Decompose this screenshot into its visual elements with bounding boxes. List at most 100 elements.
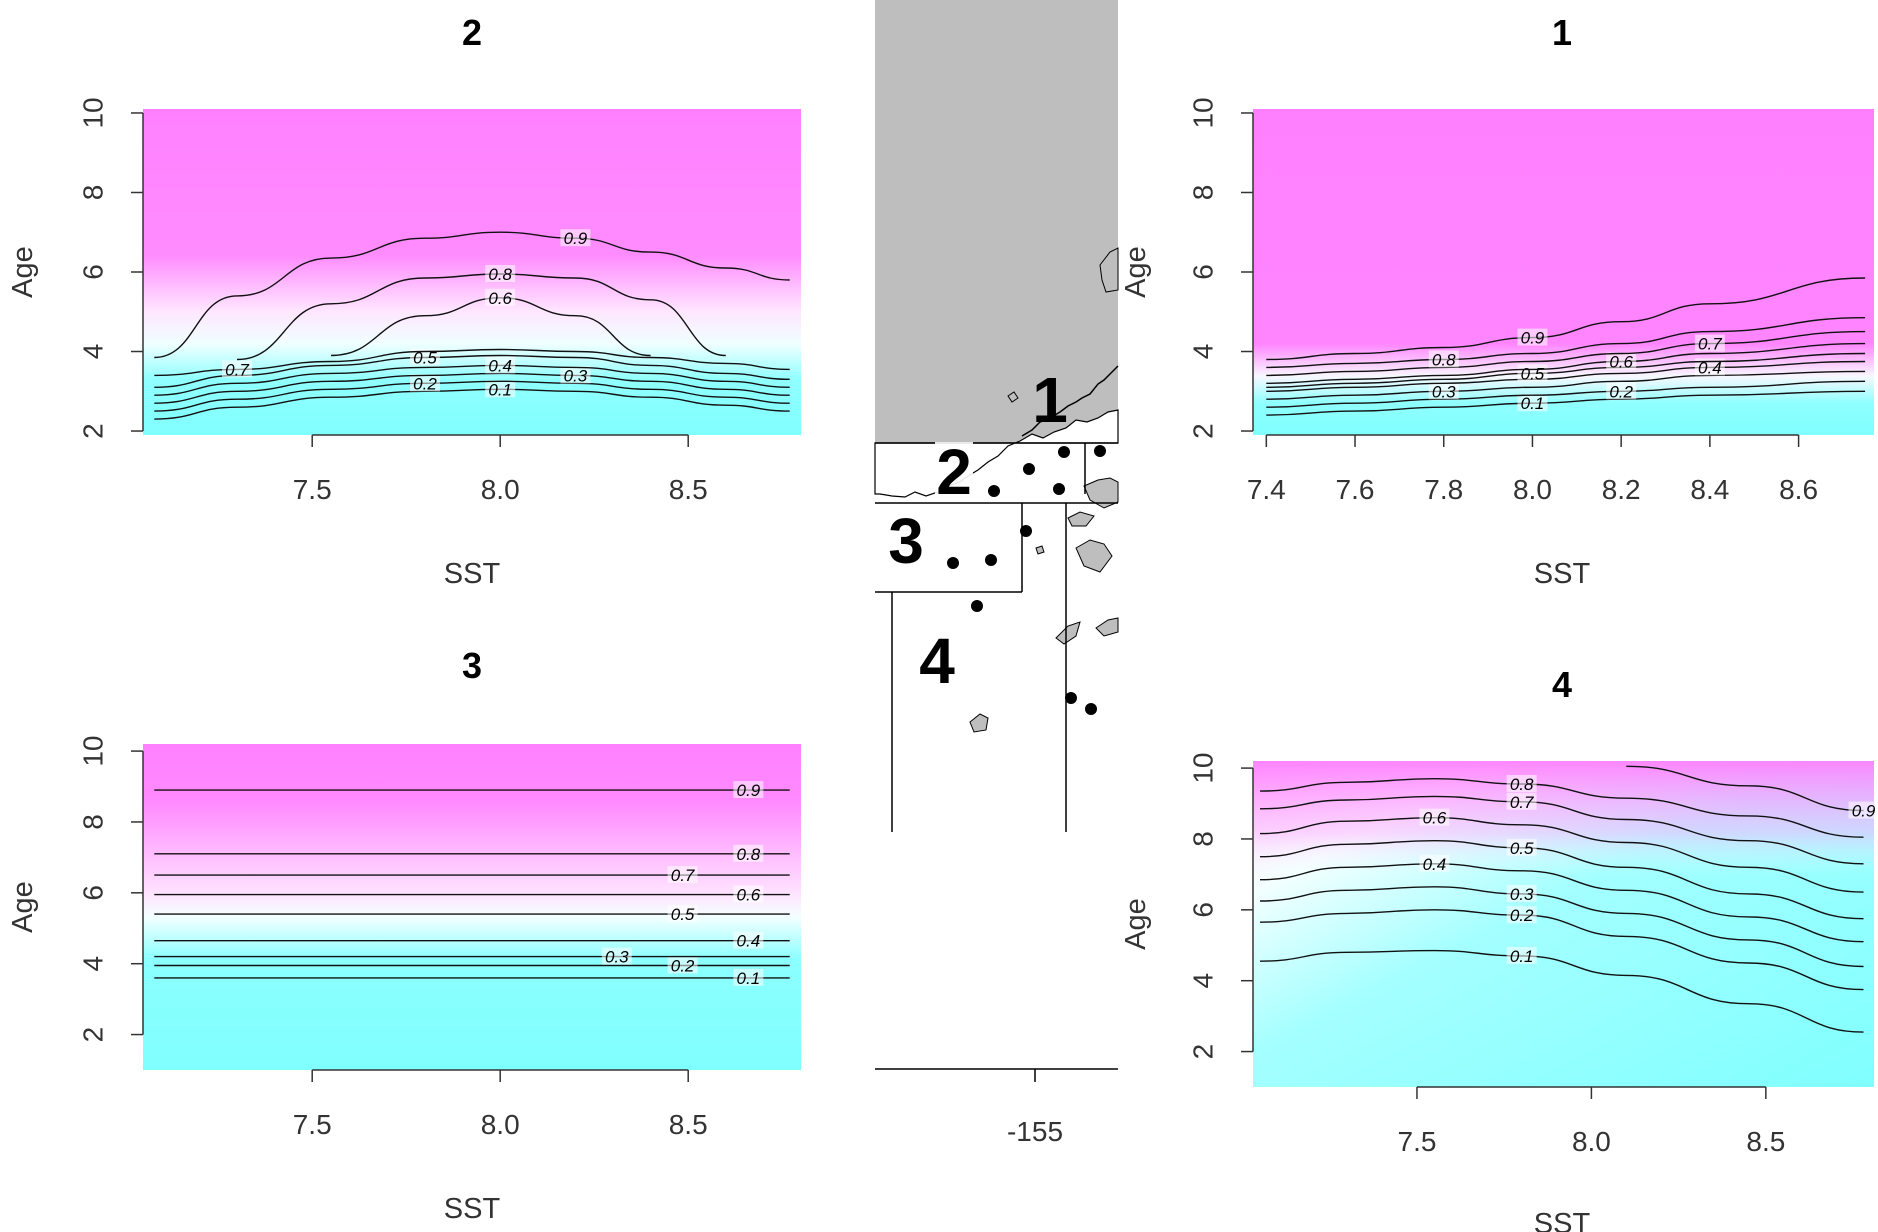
p2-contour-label-0.7: 0.7 xyxy=(225,360,249,379)
panel-3-plot-area xyxy=(143,744,801,1070)
map-x-tick-label: -155 xyxy=(1007,1116,1063,1147)
p2-contour-label-0.3: 0.3 xyxy=(564,366,588,385)
p2-contour-label-0.2: 0.2 xyxy=(413,374,437,393)
p2-contour-label-0.4: 0.4 xyxy=(488,356,512,375)
p4-contour-label-bg-0.2 xyxy=(1506,906,1537,924)
p2-contour-label-bg-0.1 xyxy=(485,380,516,398)
p3-x-tick-label-2: 8.5 xyxy=(669,1109,708,1140)
panel-3-y-label: Age xyxy=(7,881,39,933)
p1-contour-line-0.6 xyxy=(1266,342,1866,384)
p1-y-tick-label-0: 2 xyxy=(1187,423,1218,439)
p4-contour-label-0.4: 0.4 xyxy=(1423,855,1447,874)
p1-contour-label-bg-0.4 xyxy=(1694,358,1725,376)
station-dot-5 xyxy=(1053,483,1065,495)
p3-contour-label-bg-0.7 xyxy=(667,866,698,884)
map-region-2-label-bg xyxy=(935,442,973,497)
p2-contour-line-0.2 xyxy=(154,380,790,412)
p2-contour-label-bg-0.3 xyxy=(560,366,591,384)
map-islet-1 xyxy=(1007,391,1019,403)
station-dot-8 xyxy=(985,554,997,566)
p3-contour-label-0.8: 0.8 xyxy=(737,845,761,864)
p1-contour-line-0.9 xyxy=(1266,277,1866,361)
station-dot-7 xyxy=(947,557,959,569)
p1-contour-label-0.1: 0.1 xyxy=(1521,394,1545,413)
p4-contour-label-0.1: 0.1 xyxy=(1510,947,1534,966)
panel-3-title: 3 xyxy=(462,645,482,686)
p2-contour-label-0.5: 0.5 xyxy=(413,348,437,367)
region-boundaries xyxy=(875,442,1118,1070)
p3-contour-label-0.5: 0.5 xyxy=(671,905,695,924)
panel-2-y-ticks: 2 4 6 8 10 xyxy=(77,97,144,439)
panel-4-y-ticks: 2 4 6 8 10 xyxy=(1187,753,1254,1059)
p2-x-tick-label-2: 8.5 xyxy=(669,474,708,505)
p4-contour-line-0.7 xyxy=(1259,795,1864,865)
p3-contour-label-bg-0.1 xyxy=(733,968,764,986)
panel-1: 0.1 0.2 0.3 0.4 0.5 0.6 0.7 0.8 0.9 1 7.4 7.6 7.8 8… xyxy=(1120,12,1874,590)
p1-contour-label-bg-0.3 xyxy=(1428,382,1459,400)
p4-x-tick-label-1: 8.0 xyxy=(1572,1126,1611,1157)
p3-contour-label-0.9: 0.9 xyxy=(737,781,761,800)
p4-contour-line-0.6 xyxy=(1259,816,1864,893)
p4-y-tick-label-2: 6 xyxy=(1187,902,1218,918)
p4-x-tick-label-0: 7.5 xyxy=(1398,1126,1437,1157)
p4-contour-label-0.2: 0.2 xyxy=(1510,906,1534,925)
p4-contour-line-0.9 xyxy=(1626,765,1864,812)
p4-contour-label-0.8: 0.8 xyxy=(1510,775,1534,794)
p3-y-tick-label-2: 6 xyxy=(77,885,108,901)
station-dot-6 xyxy=(1020,525,1032,537)
p2-contour-label-0.8: 0.8 xyxy=(488,265,512,284)
p1-contour-label-bg-0.8 xyxy=(1428,350,1459,368)
map-island-5 xyxy=(1055,621,1081,645)
p2-contour-label-bg-0.6 xyxy=(485,288,516,306)
p2-contour-label-bg-0.4 xyxy=(485,356,516,374)
p4-x-tick-label-2: 8.5 xyxy=(1746,1126,1785,1157)
panel-2: 0.10.2 0.30.40.50.70.60.80.9 2 7.5 8.0 8.5 … xyxy=(7,12,801,590)
p1-contour-label-bg-0.6 xyxy=(1606,352,1637,370)
p1-contour-line-0.8 xyxy=(1266,317,1866,369)
p4-contour-label-bg-0.4 xyxy=(1419,854,1450,872)
panel-2-x-ticks: 7.5 8.0 8.5 xyxy=(293,434,708,505)
panel-2-title: 2 xyxy=(462,12,482,53)
map-region-1-label: 1 xyxy=(1032,364,1068,436)
panel-1-title: 1 xyxy=(1552,12,1572,53)
panel-1-plot-area xyxy=(1253,109,1874,435)
p4-y-tick-label-1: 4 xyxy=(1187,973,1218,989)
panel-2-plot-area xyxy=(143,109,801,435)
map-region-3-label: 3 xyxy=(888,505,924,577)
p2-contour-label-bg-0.8 xyxy=(485,264,516,282)
station-dot-2 xyxy=(1094,445,1106,457)
p4-y-tick-label-3: 8 xyxy=(1187,831,1218,847)
map-island-4 xyxy=(1067,511,1095,527)
panel-4-y-label: Age xyxy=(1120,898,1152,950)
p4-contour-line-0.8 xyxy=(1259,777,1864,838)
panel-1-x-label: SST xyxy=(1534,558,1591,590)
p2-contour-label-0.9: 0.9 xyxy=(564,229,588,248)
panel-4-x-ticks: 7.5 8.0 8.5 xyxy=(1398,1086,1785,1157)
region-map: 1 2 3 4 -155 xyxy=(874,0,1119,1147)
p1-contour-line-0.3 xyxy=(1266,370,1866,400)
p3-x-tick-label-1: 8.0 xyxy=(481,1109,520,1140)
p2-x-tick-label-0: 7.5 xyxy=(293,474,332,505)
p1-contour-label-0.5: 0.5 xyxy=(1521,364,1545,383)
p1-contour-label-0.3: 0.3 xyxy=(1432,382,1456,401)
panel-4-contours: 0.1 0.2 0.3 0.4 0.5 0.6 0.70.8 0.9 xyxy=(1259,765,1878,1033)
p3-y-tick-label-3: 8 xyxy=(77,814,108,830)
map-island-7 xyxy=(969,713,989,733)
p2-y-tick-label-4: 10 xyxy=(77,97,108,128)
p4-contour-label-0.3: 0.3 xyxy=(1510,885,1534,904)
p2-contour-label-bg-0.9 xyxy=(560,229,591,247)
panel-1-y-ticks: 2 4 6 8 10 xyxy=(1187,97,1254,439)
p1-x-tick-label-0: 7.4 xyxy=(1247,474,1286,505)
p4-contour-label-bg-0.1 xyxy=(1506,946,1537,964)
p4-contour-line-0.5 xyxy=(1259,839,1864,920)
p1-x-tick-label-6: 8.6 xyxy=(1779,474,1818,505)
p1-y-tick-label-1: 4 xyxy=(1187,344,1218,360)
p1-contour-label-bg-0.7 xyxy=(1694,334,1725,352)
p1-y-tick-label-4: 10 xyxy=(1187,97,1218,128)
p3-contour-label-bg-0.8 xyxy=(733,844,764,862)
panel-4-title: 4 xyxy=(1552,664,1572,705)
p2-y-tick-label-2: 6 xyxy=(77,264,108,280)
panel-1-contours: 0.1 0.2 0.3 0.4 0.5 0.6 0.7 0.8 0.9 xyxy=(1266,277,1866,416)
map-region-4-label: 4 xyxy=(919,625,955,697)
p3-contour-label-bg-0.6 xyxy=(733,885,764,903)
